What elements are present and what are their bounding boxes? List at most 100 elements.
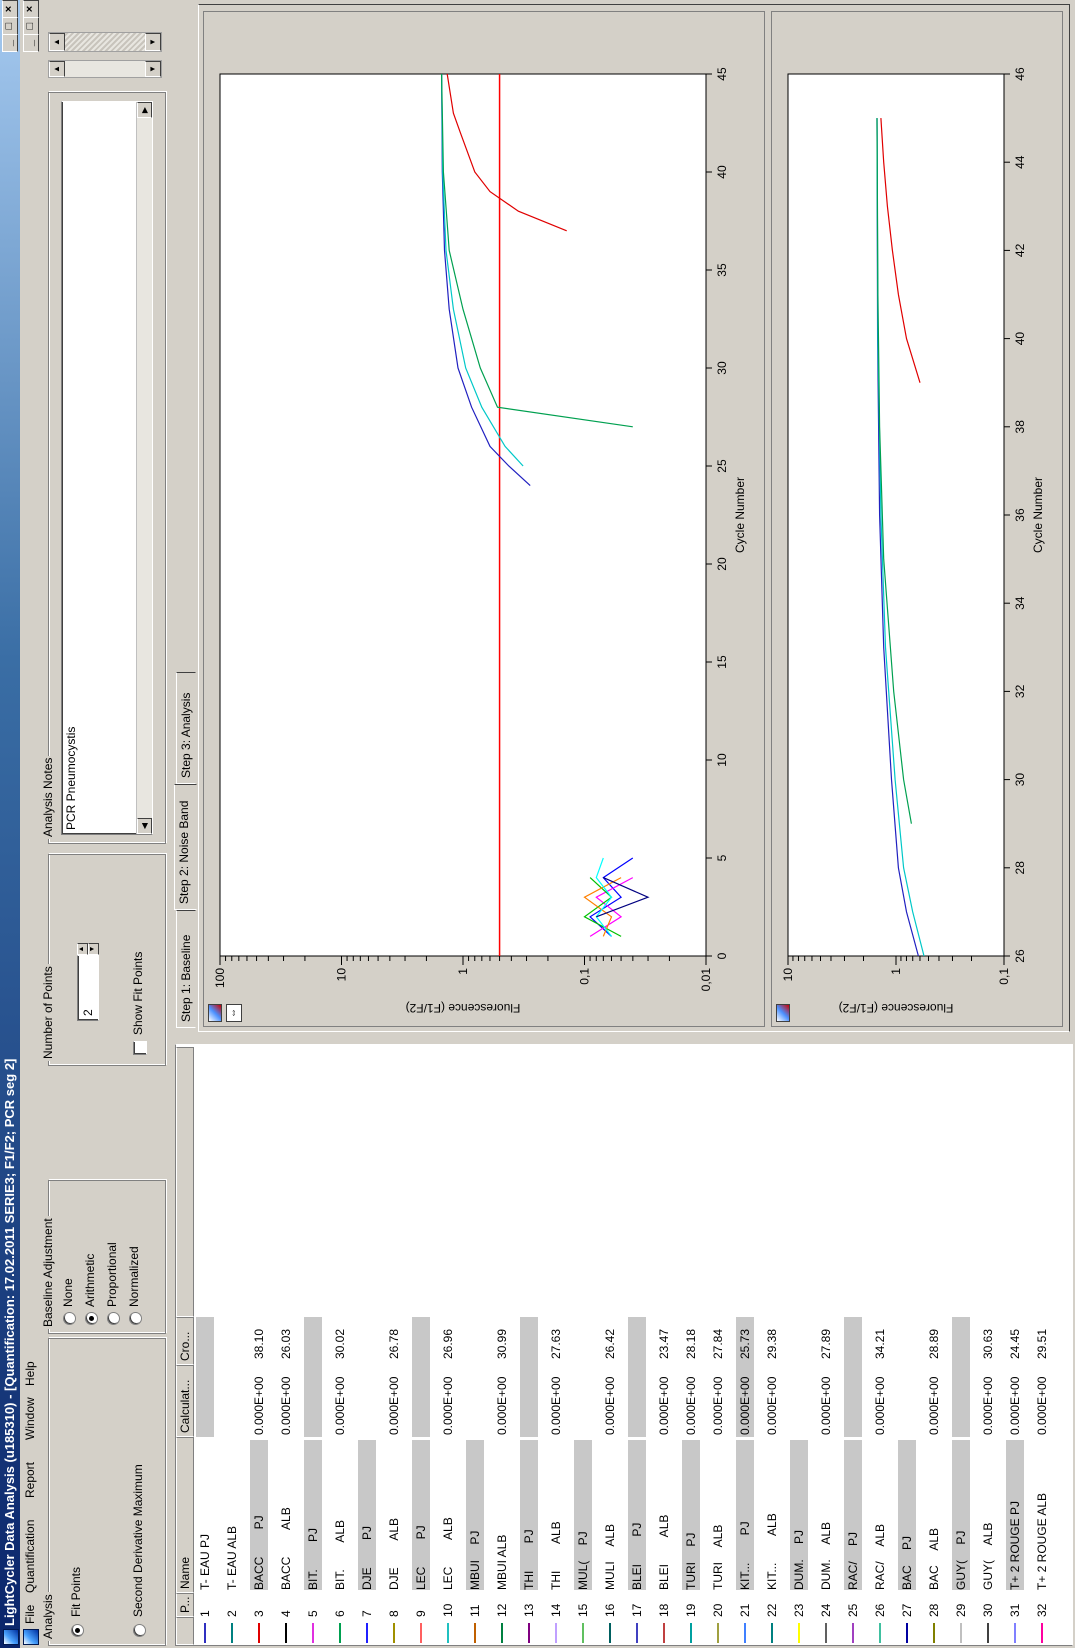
tab-analysis[interactable]: Step 3: Analysis [176, 672, 196, 784]
menu-report[interactable]: Report [23, 1461, 37, 1498]
analysis-notes-textarea[interactable]: PCR Pneumocystis ◀ ▶ [61, 101, 153, 835]
table-row[interactable]: 1 T- EAU PJ [196, 1070, 214, 1645]
baseline-proportional-radio[interactable] [107, 1312, 120, 1325]
table-row[interactable]: 27 BAC PJ [898, 1070, 916, 1645]
notes-h-scrollbar[interactable]: ◀ ▶ [136, 102, 152, 834]
table-row[interactable]: 9 LEC PJ [412, 1070, 430, 1645]
x-tick-label: 20 [715, 557, 729, 571]
sample-name: MULI ALB [603, 1523, 617, 1590]
row-group-highlight [844, 1317, 862, 1437]
sample-calculated-conc: 0.000E+00 [927, 1376, 941, 1435]
second-derivative-radio[interactable] [133, 1624, 146, 1637]
col-position[interactable]: P... [176, 1593, 194, 1617]
doc-minimize-button[interactable]: _ [23, 34, 39, 52]
table-row[interactable]: 3 BACC PJ 0.000E+00 38.10 [250, 1070, 268, 1645]
notes-v-scrollbar[interactable]: ▲ ▼ [48, 60, 162, 78]
doc-restore-button[interactable]: □ [23, 17, 39, 35]
sample-calculated-conc: 0.000E+00 [981, 1376, 995, 1435]
tab-noise-band[interactable]: Step 2: Noise Band [174, 784, 197, 910]
fit-points-radio[interactable] [71, 1624, 84, 1637]
sample-name: RAC/ ALB [873, 1523, 887, 1590]
sample-color-swatch [447, 1623, 449, 1643]
table-row[interactable]: 6 BIT. ALB 0.000E+00 30.02 [331, 1070, 349, 1645]
zoom-chart[interactable]: 0,1 1 10 26 28 30 32 34 36 38 40 42 44 46 Cycle Number… [772, 14, 1060, 1026]
area-scroll-up-button[interactable]: ▲ [49, 33, 65, 51]
table-row[interactable]: 23 DUM. PJ [790, 1070, 808, 1645]
table-row[interactable]: 26 RAC/ ALB 0.000E+00 34.21 [871, 1070, 889, 1645]
doc-close-button[interactable]: × [23, 0, 39, 18]
baseline-none-radio[interactable] [63, 1312, 76, 1325]
sample-position: 12 [495, 1603, 509, 1617]
sample-position: 6 [333, 1610, 347, 1617]
notes-scroll-up-button[interactable]: ▲ [49, 61, 65, 77]
baseline-normalized-radio[interactable] [129, 1312, 142, 1325]
table-row[interactable]: 11 MBUI PJ [466, 1070, 484, 1645]
table-row[interactable]: 19 TURI PJ 0.000E+00 28.18 [682, 1070, 700, 1645]
sample-crossing-point: 27.84 [711, 1328, 725, 1359]
table-row[interactable]: 25 RAC/ PJ [844, 1070, 862, 1645]
area-scroll-down-button[interactable]: ▼ [145, 33, 161, 51]
table-row[interactable]: 29 GUY( PJ [952, 1070, 970, 1645]
amplification-chart[interactable]: 0,01 0,1 1 10 100 0 5 10 15 20 25 30 35 40 45 Cycle Num… [204, 14, 762, 1026]
menu-file[interactable]: File [23, 1604, 37, 1624]
table-row[interactable]: 8 DJE ALB 0.000E+00 26.78 [385, 1070, 403, 1645]
table-row[interactable]: 15 MUL( PJ [574, 1070, 592, 1645]
tab-baseline[interactable]: Step 1: Baseline [176, 910, 196, 1028]
col-crossing-point[interactable]: Cro... [176, 1317, 194, 1365]
sample-calculated-conc: 0.000E+00 [387, 1376, 401, 1435]
baseline-none-label: None [61, 1278, 75, 1307]
sample-crossing-point: 34.21 [873, 1328, 887, 1359]
menu-quantification[interactable]: Quantification [23, 1519, 37, 1593]
table-row[interactable]: 12 MBUI ALB 0.000E+00 30.99 [493, 1070, 511, 1645]
sample-color-swatch [906, 1623, 908, 1643]
table-row[interactable]: 14 THI ALB 0.000E+00 27.63 [547, 1070, 565, 1645]
table-row[interactable]: 30 GUY( ALB 0.000E+00 30.63 [979, 1070, 997, 1645]
number-of-points-input[interactable]: 2 [77, 955, 99, 1021]
minimize-button[interactable]: _ [2, 34, 18, 52]
notes-scroll-right-button[interactable]: ▶ [137, 102, 152, 118]
second-derivative-label: Second Derivative Maximum [131, 1464, 145, 1617]
table-row[interactable]: 21 KIT... PJ 0.000E+00 25.73 [736, 1070, 754, 1645]
x-tick-label: 40 [715, 165, 729, 179]
area-v-scrollbar[interactable]: ▲ ▼ [48, 32, 162, 52]
sample-name: RAC/ PJ [844, 1440, 862, 1590]
baseline-arithmetic-radio[interactable] [85, 1312, 98, 1325]
x-tick-label: 45 [715, 67, 729, 81]
table-row[interactable]: 4 BACC ALB 0.000E+00 26.03 [277, 1070, 295, 1645]
notes-scroll-left-button[interactable]: ◀ [137, 818, 152, 834]
table-row[interactable]: 7 DJE PJ [358, 1070, 376, 1645]
analysis-notes-label: Analysis Notes [41, 755, 55, 839]
col-name[interactable]: Name [176, 1437, 194, 1593]
show-fit-points-checkbox[interactable] [133, 1041, 147, 1055]
table-row[interactable]: 31 T+ 2 ROUGE PJ 0.000E+00 24.45 [1006, 1070, 1024, 1645]
table-row[interactable]: 18 BLEI ALB 0.000E+00 23.47 [655, 1070, 673, 1645]
table-row[interactable]: 10 LEC ALB 0.000E+00 26.96 [439, 1070, 457, 1645]
sample-calculated-conc: 0.000E+00 [279, 1376, 293, 1435]
table-row[interactable]: 22 KIT... ALB 0.000E+00 29.38 [763, 1070, 781, 1645]
notes-scroll-down-button[interactable]: ▼ [145, 61, 161, 77]
table-row[interactable]: 24 DUM. ALB 0.000E+00 27.89 [817, 1070, 835, 1645]
sample-position: 30 [981, 1603, 995, 1617]
table-row[interactable]: 17 BLEI PJ [628, 1070, 646, 1645]
spin-down-button[interactable]: ▼ [88, 943, 99, 955]
sample-name: BAC ALB [927, 1527, 941, 1590]
table-row[interactable]: 16 MULI ALB 0.000E+00 26.42 [601, 1070, 619, 1645]
table-row[interactable]: 28 BAC ALB 0.000E+00 28.89 [925, 1070, 943, 1645]
menu-help[interactable]: Help [23, 1361, 37, 1386]
sample-color-swatch [663, 1623, 665, 1643]
col-calculated[interactable]: Calculat... [176, 1365, 194, 1437]
sample-position: 13 [522, 1603, 536, 1617]
table-row[interactable]: 5 BIT. PJ [304, 1070, 322, 1645]
sample-position: 10 [441, 1603, 455, 1617]
table-row[interactable]: 32 T+ 2 ROUGE ALB 0.000E+00 29.51 [1033, 1070, 1051, 1645]
table-row[interactable]: 2 T- EAU ALB [223, 1070, 241, 1645]
close-button[interactable]: × [2, 0, 18, 18]
table-row[interactable]: 20 TURI ALB 0.000E+00 27.84 [709, 1070, 727, 1645]
menu-window[interactable]: Window [23, 1397, 37, 1440]
title-bar[interactable]: LightCycler Data Analysis (u185310) - [Q… [0, 0, 20, 1648]
document-icon [23, 1629, 39, 1645]
col-color[interactable] [176, 1617, 194, 1645]
maximize-button[interactable]: □ [2, 17, 18, 35]
table-row[interactable]: 13 THI PJ [520, 1070, 538, 1645]
spin-up-button[interactable]: ▲ [77, 943, 88, 955]
